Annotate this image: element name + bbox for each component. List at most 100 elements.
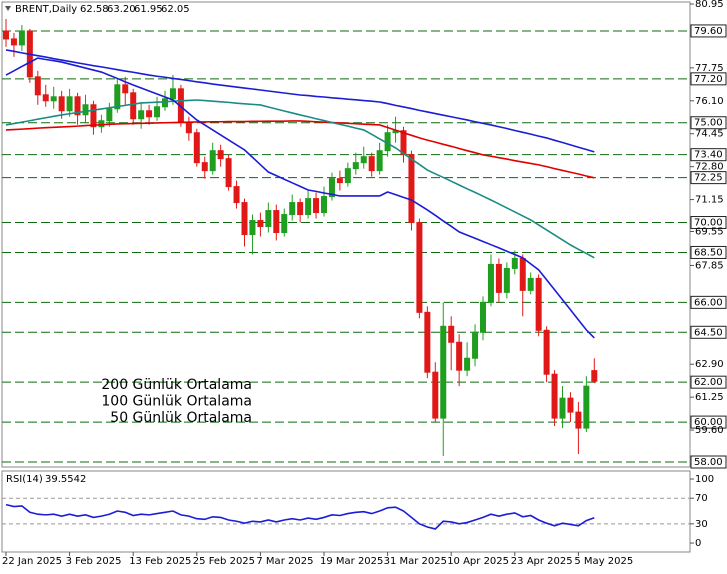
level-label: 77.20 <box>694 74 723 85</box>
candle-body <box>249 220 256 236</box>
x-tick-label: 25 Feb 2025 <box>193 556 255 567</box>
candle-body <box>3 30 9 40</box>
x-tick-label: 5 May 2025 <box>574 556 633 567</box>
level-label-box <box>690 24 727 38</box>
candle-body <box>495 263 502 293</box>
candle-body <box>376 150 383 172</box>
level-label: 73.40 <box>694 150 723 161</box>
y-tick-label: 76.10 <box>695 96 724 107</box>
x-tick-label: 3 Feb 2025 <box>66 556 122 567</box>
rsi-value: 39.5542 <box>45 474 86 485</box>
level-label: 79.60 <box>694 26 723 37</box>
candle-body <box>432 371 439 419</box>
candle-body <box>416 222 423 313</box>
rsi-title: RSI(14) <box>6 474 43 485</box>
candle-body <box>209 150 216 172</box>
y-tick-label: 74.45 <box>695 129 724 140</box>
y-tick-label: 59.60 <box>695 425 724 436</box>
level-label: 66.00 <box>694 297 723 308</box>
legend-entry: 100 Günlük Ortalama <box>101 394 252 410</box>
candle-body <box>90 104 97 128</box>
candle-body <box>257 220 264 228</box>
level-label: 72.25 <box>694 173 723 184</box>
ma-line <box>5 57 595 339</box>
candle-body <box>321 196 327 214</box>
x-tick-label: 7 Mar 2025 <box>256 556 313 567</box>
y-tick-label: 67.85 <box>695 260 724 271</box>
candle-body <box>352 162 359 170</box>
y-tick-label: 61.25 <box>695 392 724 403</box>
y-tick-label: 77.75 <box>695 63 724 74</box>
candle-body <box>543 329 550 375</box>
level-label-box <box>690 171 727 185</box>
candle-body <box>130 92 137 120</box>
candle-body <box>98 120 105 128</box>
candle-body <box>487 263 494 303</box>
level-label: 68.50 <box>694 247 723 258</box>
candle-body <box>368 156 375 172</box>
candle-body <box>440 325 447 419</box>
x-tick-label: 22 Jan 2025 <box>2 556 62 567</box>
candle-body <box>519 257 526 291</box>
candle-body <box>408 154 415 224</box>
x-tick-label: 31 Mar 2025 <box>384 556 447 567</box>
candle-body <box>511 257 518 269</box>
candle-body <box>591 370 598 382</box>
symbol: BRENT,Daily <box>15 4 77 15</box>
candle-body <box>58 96 65 112</box>
x-tick-label: 23 Apr 2025 <box>511 556 573 567</box>
candle-body <box>336 178 343 184</box>
level-label: 58.00 <box>694 457 723 468</box>
y-tick-label: 30 <box>695 519 708 530</box>
level-label: 62.00 <box>694 377 723 388</box>
ma-line <box>5 503 595 530</box>
ma-line <box>5 120 595 179</box>
candle-body <box>289 202 296 216</box>
low-value: 61.95 <box>134 4 163 15</box>
y-tick-label: 100 <box>695 474 714 485</box>
candle-body <box>66 96 73 112</box>
candle-body <box>10 38 17 46</box>
candle-body <box>480 301 486 333</box>
level-label: 70.00 <box>694 218 723 229</box>
candle-body <box>575 411 582 429</box>
ma-line <box>5 99 595 259</box>
candle-body <box>138 110 145 120</box>
level-label-box <box>690 295 727 309</box>
ma-line <box>5 49 595 153</box>
candle-body <box>241 202 248 235</box>
candle-body <box>146 110 153 118</box>
candle-body <box>360 156 367 164</box>
symbol-icon <box>5 6 11 11</box>
candle-body <box>297 202 304 216</box>
candle-body <box>114 84 121 110</box>
candle-body <box>448 325 455 343</box>
candle-body <box>193 132 200 164</box>
candle-body <box>122 84 129 94</box>
y-tick-label: 0 <box>695 538 701 549</box>
candle-body <box>305 198 312 216</box>
candle-body <box>106 108 113 122</box>
candle-body <box>527 277 534 291</box>
level-label-box <box>690 216 727 230</box>
candle-body <box>201 162 208 172</box>
candle-body <box>273 210 280 234</box>
main-frame <box>1 1 691 468</box>
candle-body <box>217 150 224 160</box>
level-label-box <box>690 415 727 429</box>
candle-body <box>50 96 57 102</box>
level-label-box <box>690 72 727 86</box>
candle-body <box>34 76 41 96</box>
candle-body <box>567 397 574 413</box>
candle-body <box>583 385 590 429</box>
level-label: 75.00 <box>694 118 723 129</box>
candle-body <box>225 158 232 188</box>
legend-entry: 50 Günlük Ortalama <box>110 410 252 426</box>
candle-body <box>169 88 176 100</box>
candle-body <box>424 311 431 373</box>
level-label-box <box>690 375 727 389</box>
candle-body <box>328 178 335 198</box>
level-label: 60.00 <box>694 417 723 428</box>
legend-entry: 200 Günlük Ortalama <box>101 377 252 393</box>
